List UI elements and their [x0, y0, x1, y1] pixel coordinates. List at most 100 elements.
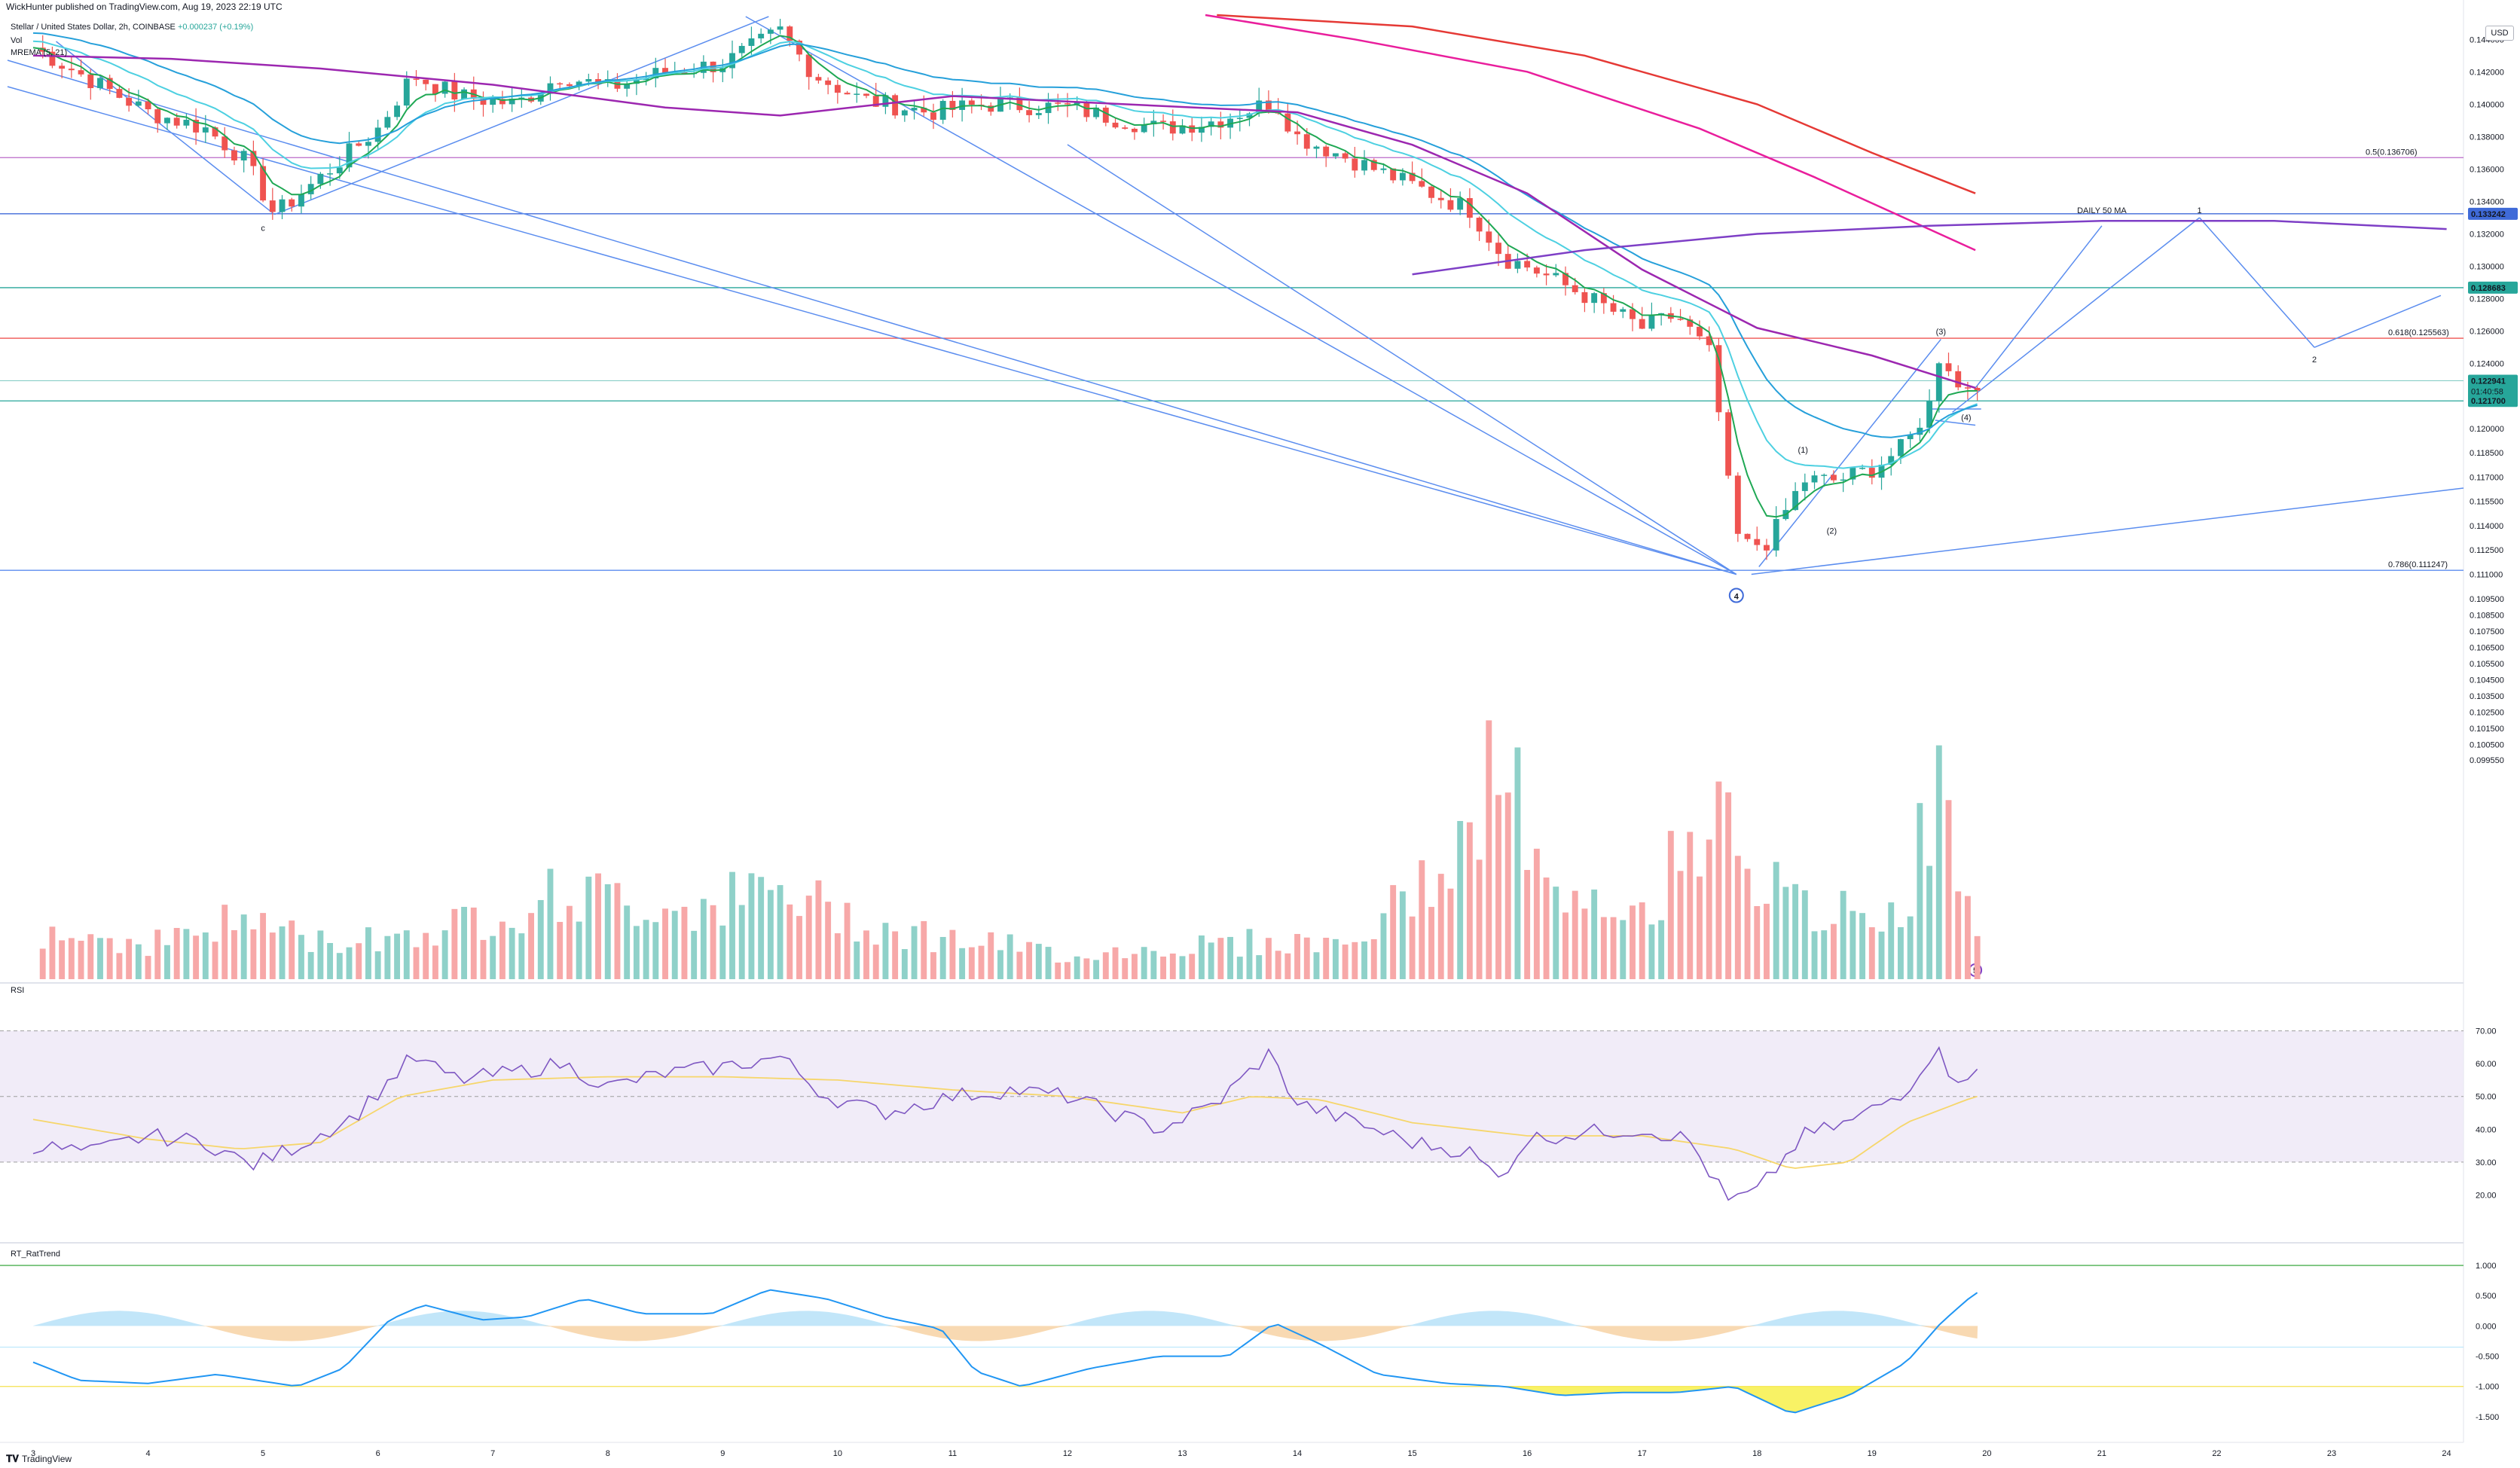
price-tick-label: 0.103500 — [2470, 692, 2504, 701]
volume-bar — [307, 951, 314, 979]
candle — [1074, 102, 1080, 105]
volume-bar — [1313, 952, 1320, 979]
volume-bar — [1831, 923, 1837, 979]
volume-bar — [1160, 956, 1167, 979]
time-tick-label: 6 — [376, 1449, 380, 1458]
candle — [1265, 100, 1272, 111]
candle — [1122, 127, 1129, 129]
candle — [892, 95, 899, 116]
candle — [403, 78, 410, 106]
volume-bar — [1419, 860, 1425, 979]
candle — [1428, 186, 1434, 198]
candle — [1610, 303, 1617, 312]
volume-bar — [854, 942, 860, 979]
volume-bar — [1045, 947, 1052, 979]
volume-bar — [1524, 869, 1531, 979]
volume-bar — [1476, 859, 1483, 979]
volume-bar — [1495, 795, 1501, 979]
candle — [509, 98, 515, 105]
volume-bar — [154, 929, 161, 979]
time-tick-label: 4 — [145, 1449, 150, 1458]
volume-bar — [1677, 871, 1684, 979]
daily-50-ma-label: DAILY 50 MA — [2077, 206, 2127, 215]
currency-button[interactable]: USD — [2485, 26, 2514, 41]
volume-bar — [1667, 831, 1674, 979]
volume-bar — [1926, 865, 1933, 979]
candle — [872, 96, 879, 107]
candle — [1370, 160, 1377, 170]
candle — [1744, 533, 1751, 539]
volume-bar — [1065, 962, 1071, 979]
volume-bar — [1600, 917, 1607, 979]
candle — [652, 68, 659, 79]
candle — [327, 173, 334, 175]
candle — [643, 78, 649, 81]
volume-bar — [231, 929, 237, 979]
time-tick-label: 24 — [2442, 1449, 2451, 1458]
wave-4-label: 4 — [1734, 593, 1740, 602]
volume-bar — [959, 948, 966, 979]
candle — [1169, 121, 1176, 134]
volume-bar — [1265, 938, 1272, 979]
volume-bar — [1102, 952, 1109, 979]
volume-bar — [921, 920, 927, 979]
volume-bar — [1935, 745, 1942, 979]
ma-200-line — [1205, 14, 1976, 252]
wave-4-circle — [1728, 588, 1744, 603]
volume-bar — [1504, 792, 1511, 979]
candle — [250, 151, 257, 166]
candle — [1888, 456, 1895, 465]
candle — [729, 53, 735, 69]
candle — [1725, 412, 1732, 476]
legend-mrema[interactable]: MREMA (5, 21) — [11, 48, 68, 57]
candle — [231, 150, 237, 161]
volume-bar — [939, 936, 946, 979]
candle — [825, 80, 832, 85]
volume-bar — [193, 935, 200, 979]
candle — [1514, 261, 1521, 269]
volume-bar — [537, 899, 544, 979]
candle — [930, 112, 936, 121]
volume-bar — [1409, 916, 1416, 979]
volume-bar — [1955, 891, 1962, 979]
legend-vol[interactable]: Vol — [11, 36, 23, 45]
trend-tick-label: 1.000 — [2476, 1262, 2497, 1271]
volume-bar — [1486, 720, 1492, 979]
volume-bar — [595, 873, 601, 979]
price-badge-0.121700-bg — [2468, 395, 2518, 407]
volume-bar — [528, 913, 534, 979]
price-badge-current-bg — [2468, 374, 2518, 398]
candle — [921, 108, 927, 113]
legend-symbol[interactable]: Stellar / United States Dollar, 2h, COIN… — [11, 23, 176, 32]
candle — [451, 81, 458, 100]
candle — [365, 142, 371, 146]
candle — [595, 79, 601, 83]
volume-bar — [968, 947, 975, 979]
candle — [1112, 122, 1119, 128]
candle — [154, 109, 161, 124]
volume-bar — [423, 932, 429, 979]
volume-bar — [1850, 911, 1856, 979]
candle — [1217, 121, 1224, 128]
trend-line — [32, 1289, 1978, 1414]
volume-bar — [1131, 954, 1138, 979]
candle — [1093, 107, 1100, 118]
time-tick-label: 19 — [1868, 1449, 1877, 1458]
candle — [1792, 490, 1799, 511]
time-tick-label: 22 — [2212, 1449, 2221, 1458]
volume-bar — [1361, 941, 1367, 979]
footer-brand-text: TradingView — [22, 1454, 72, 1464]
candle — [221, 136, 228, 151]
candle — [777, 26, 783, 30]
volume-bar — [815, 880, 822, 979]
volume-bar — [384, 935, 391, 979]
legend-change: +0.000237 (+0.19%) — [177, 23, 254, 32]
time-tick-label: 13 — [1178, 1449, 1187, 1458]
volume-bar — [978, 945, 985, 979]
sub-wave-4-label: (4) — [1961, 414, 1971, 423]
volume-bar — [1974, 935, 1981, 979]
candle — [260, 166, 267, 201]
ema-5-line — [32, 35, 1978, 518]
candle — [279, 199, 286, 212]
